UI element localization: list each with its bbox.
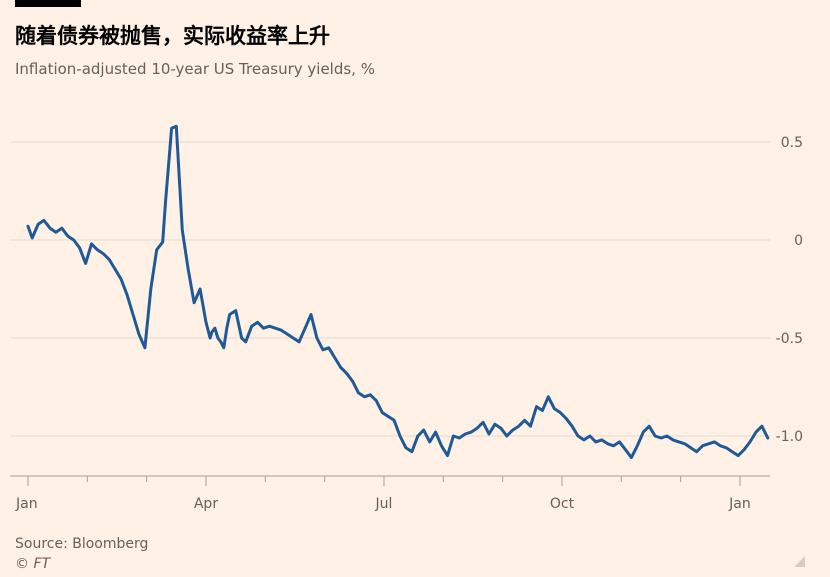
corner-mark	[794, 556, 805, 567]
y-tick-label: 0	[794, 233, 803, 249]
y-tick-label: -0.5	[776, 331, 803, 347]
y-tick-label: -1.0	[776, 429, 803, 445]
series-layer	[26, 124, 770, 460]
x-tick-label: Jul	[375, 496, 393, 512]
x-tick-label: Jan	[728, 496, 751, 512]
y-tick-label: 0.5	[781, 135, 803, 151]
y-axis: 0.5 0 -0.5 -1.0	[776, 135, 803, 445]
top-rule	[15, 0, 81, 7]
x-tick-label: Apr	[194, 496, 218, 512]
x-tick-label: Jan	[15, 496, 38, 512]
source-note: Source: Bloomberg	[15, 536, 149, 552]
x-tick-label: Oct	[550, 496, 575, 512]
chart-title: 随着债券被抛售，实际收益率上升	[15, 23, 330, 48]
gridlines	[10, 141, 770, 437]
yield-series-line	[26, 124, 770, 460]
x-axis: Jan Apr Jul Oct Jan	[10, 475, 770, 512]
chart-subtitle: Inflation-adjusted 10-year US Treasury y…	[15, 60, 375, 78]
ft-credit: © FT	[15, 556, 51, 572]
